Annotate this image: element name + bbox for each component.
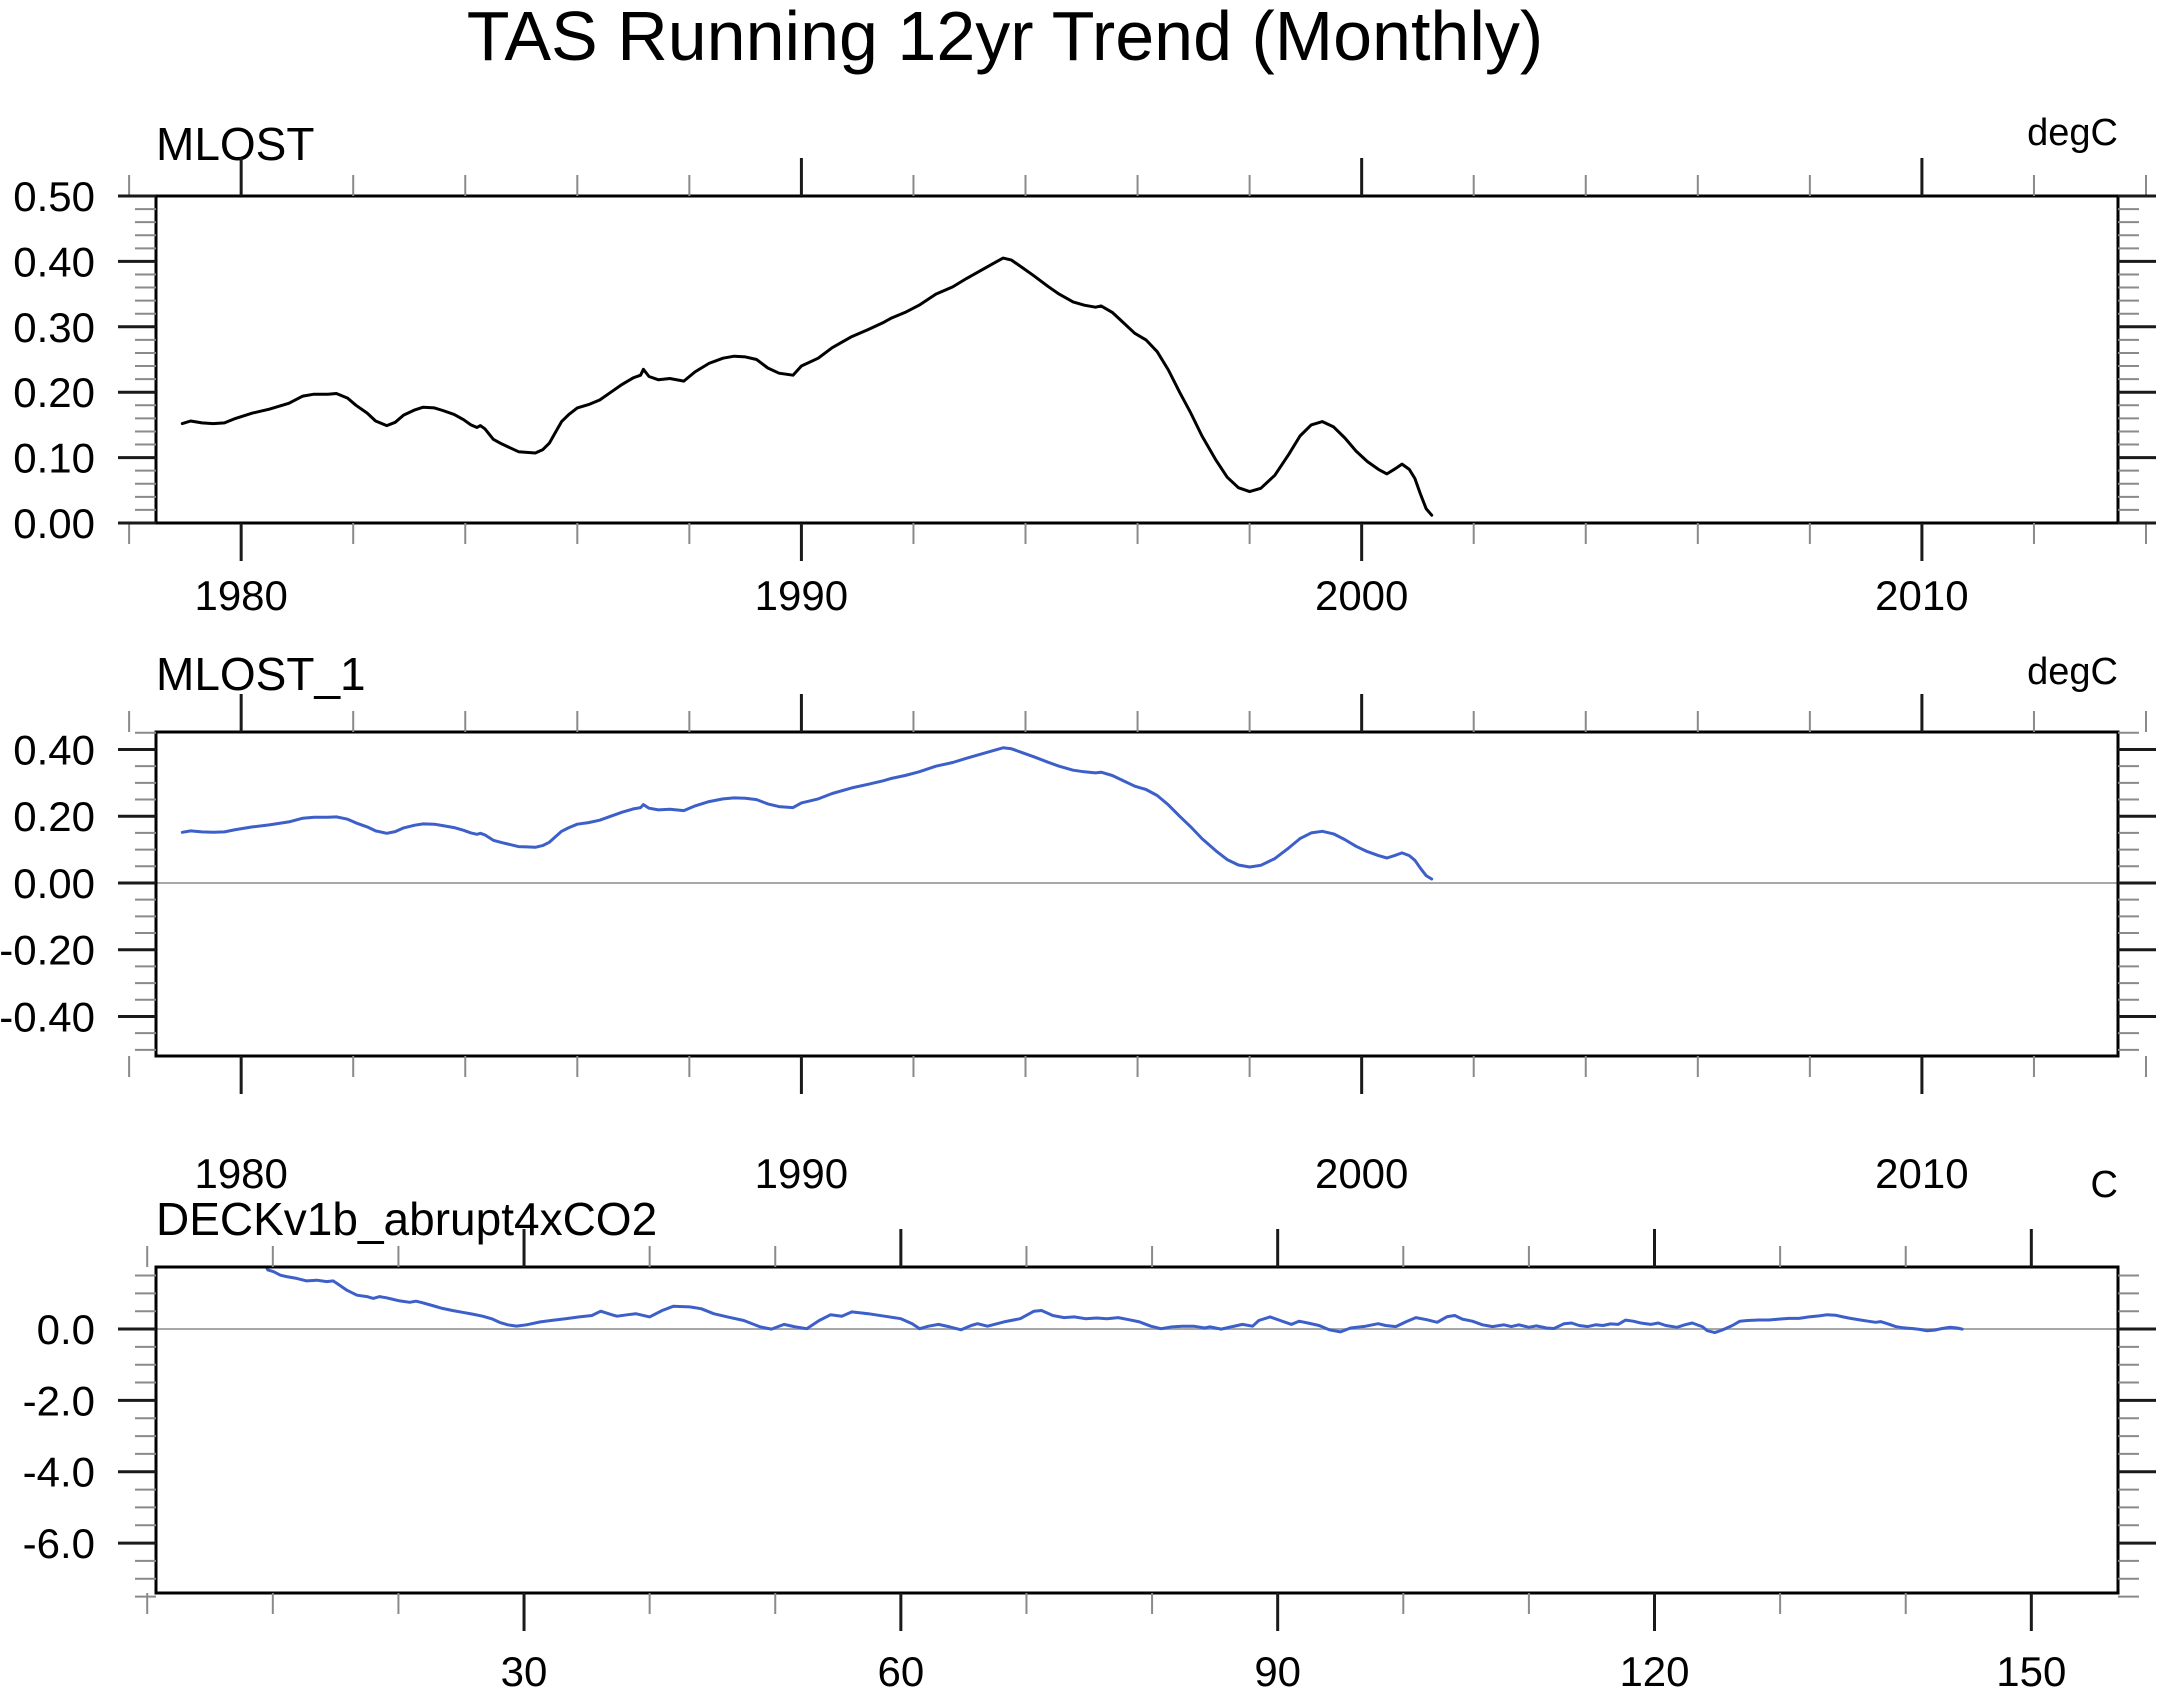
x-tick-label: 120: [1619, 1648, 1689, 1695]
x-tick-label: 2010: [1875, 572, 1968, 619]
x-tick-label: 30: [501, 1648, 548, 1695]
plot-frame: [154, 730, 2120, 1058]
chart-title: TAS Running 12yr Trend (Monthly): [466, 0, 1544, 75]
y-tick-label: 0.00: [13, 860, 95, 907]
y-tick-label: 0.30: [13, 304, 95, 351]
x-tick-label: 1980: [194, 1150, 287, 1197]
y-tick-label: 0.10: [13, 435, 95, 482]
series-line-MLOST: [180, 256, 1434, 517]
panel-3-title: DECKv1b_abrupt4xCO2: [156, 1193, 658, 1245]
panel-1-title: MLOST: [156, 118, 315, 170]
y-tick-label: 0.0: [37, 1306, 95, 1353]
x-tick-label: 150: [1996, 1648, 2066, 1695]
x-tick-label: 60: [878, 1648, 925, 1695]
y-tick-label: -0.40: [0, 994, 95, 1041]
panel-3: 30 60 90 120 150 0.0 -2.0 -4.0 -6.0: [23, 1229, 2156, 1695]
y-tick-label: -6.0: [23, 1520, 95, 1567]
y-tick-label: -2.0: [23, 1377, 95, 1424]
x-tick-label: 2010: [1875, 1150, 1968, 1197]
x-tick-label: 2000: [1315, 572, 1408, 619]
plot-frame: [154, 194, 2120, 525]
panel-2: 1980 1990 2000 2010 0.40 0.20 0.00 -0.20 -0.40: [0, 694, 2156, 1197]
y-tick-label: 0.40: [13, 727, 95, 774]
axis-ticks: [118, 1229, 2156, 1631]
series-line-MLOST_1: [180, 746, 1434, 881]
x-tick-label: 1990: [755, 1150, 848, 1197]
axis-ticks: [118, 694, 2156, 1094]
panel-1-unit-label: degC: [2027, 112, 2118, 154]
y-tick-label: 0.50: [13, 173, 95, 220]
panel-2-title: MLOST_1: [156, 648, 366, 700]
x-tick-label: 1990: [755, 572, 848, 619]
panel-3-unit-label: C: [2090, 1164, 2118, 1206]
y-tick-label: 0.20: [13, 369, 95, 416]
y-tick-label: 0.00: [13, 500, 95, 547]
plot-frame: [154, 1265, 2120, 1595]
axis-ticks: [118, 158, 2156, 561]
y-tick-label: -0.20: [0, 927, 95, 974]
x-tick-label: 90: [1254, 1648, 1301, 1695]
y-tick-label: 0.20: [13, 793, 95, 840]
panel-2-unit-label: degC: [2027, 651, 2118, 693]
panel-1: 1980 1990 2000 2010 0.50 0.40 0.30 0.20 0.10 0.00: [13, 158, 2156, 619]
x-tick-label: 2000: [1315, 1150, 1408, 1197]
series-line-DECKv1b_abrupt4xCO2: [264, 1267, 1964, 1335]
y-tick-label: -4.0: [23, 1449, 95, 1496]
x-tick-label: 1980: [194, 572, 287, 619]
y-tick-label: 0.40: [13, 238, 95, 285]
